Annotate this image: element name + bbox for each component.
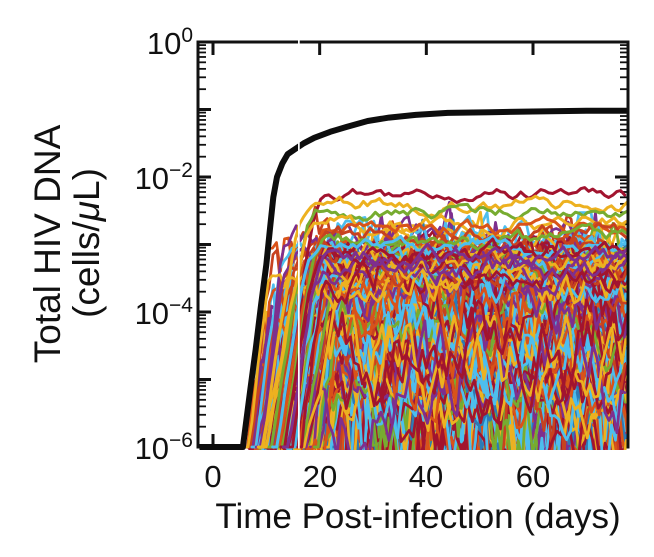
y-axis-label-line1: Total HIV DNA [27,124,68,363]
highlight-trajectory-line [271,186,627,449]
highlight-trajectory-line [265,202,627,449]
mu-symbol: μ [66,201,107,222]
x-axis-label: Time Post-infection (days) [215,497,620,536]
black-mean-curve [199,107,627,450]
highlight-trajectory-line [281,242,627,449]
y-tick-label-2: 10−4 [135,294,194,331]
y-tick-label-0: 100 [147,24,193,61]
ensemble-trajectory-line [294,240,627,449]
highlight-trajectory-line [260,214,627,449]
trajectory-lines-group [199,107,627,450]
x-tick-label-20: 20 [303,459,337,494]
x-tick-label-0: 0 [204,459,221,494]
ensemble-trajectory-line [315,370,610,450]
highlight-trajectory-line [276,222,627,449]
y-axis-label-line2: (cells/μL) [66,168,107,318]
highlight-trajectory-line [276,222,627,449]
x-tick-label-60: 60 [516,459,550,494]
y-tick-label-3: 10−6 [135,429,193,466]
x-tick-label-40: 40 [409,459,443,494]
y-tick-label-1: 10−2 [135,159,193,196]
ensemble-trajectory-line [256,256,627,449]
ensemble-trajectory-line [292,280,627,449]
